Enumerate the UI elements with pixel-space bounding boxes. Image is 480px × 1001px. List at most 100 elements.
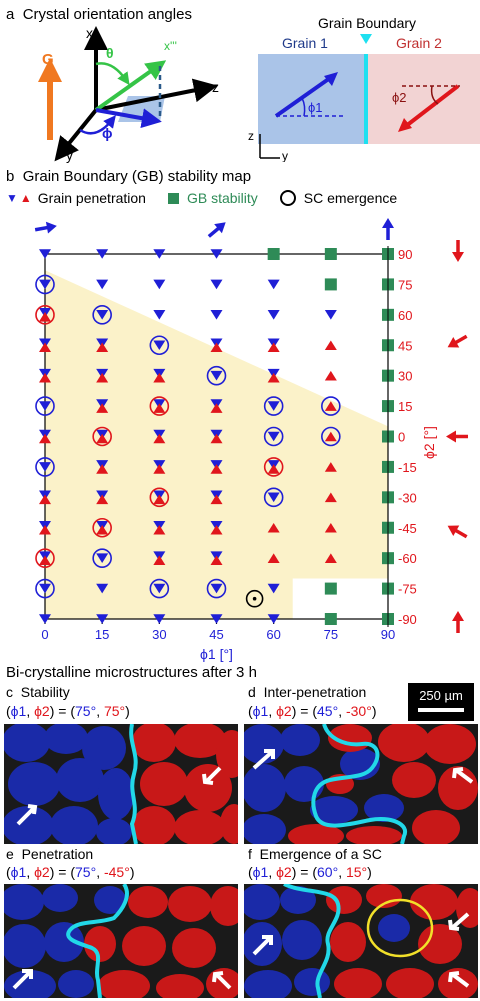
y-tick-label: 90 <box>398 247 412 262</box>
comma: , <box>26 703 35 719</box>
blue-ring <box>35 396 55 416</box>
x-tick-label: 0 <box>41 627 48 642</box>
grain-red-cells <box>288 724 478 844</box>
phi2: ϕ2 <box>34 703 50 719</box>
red-ring <box>263 457 284 477</box>
z-axis-line <box>95 78 218 112</box>
x-axis-label: x <box>86 25 93 41</box>
comma: , <box>26 864 35 880</box>
micrograph-e <box>4 884 238 998</box>
blue-triangle-marker <box>39 462 51 472</box>
red-triangle-marker <box>210 403 223 413</box>
blue-triangle-marker <box>267 583 280 594</box>
grain2-label: Grain 2 <box>396 35 442 51</box>
y-axis-line <box>54 108 98 162</box>
boundary-trace <box>311 724 408 844</box>
grain-blue-cells <box>244 884 410 998</box>
legend-blue-triangle: ▼ <box>6 191 18 205</box>
x-tick-label: 60 <box>266 627 280 642</box>
red-triangle-marker <box>153 403 166 413</box>
orientation-arrow-m90 <box>452 611 464 633</box>
sc-highlight-circle <box>366 898 434 958</box>
red-triangle-marker <box>267 464 280 474</box>
panel-c-letter: c <box>6 684 13 700</box>
red-triangle-marker <box>39 494 51 505</box>
blue-ring <box>263 396 284 416</box>
blue-triangle-marker <box>267 279 280 290</box>
panel-e-letter: e <box>6 846 14 862</box>
blue-triangle-marker <box>96 310 109 320</box>
legend-sc: SC emergence <box>303 190 398 206</box>
panel-a-title: Crystal orientation angles <box>22 6 192 23</box>
red-triangle-marker <box>210 555 223 565</box>
gb-stability-marker <box>324 582 337 595</box>
grain2-vector-head <box>398 118 412 132</box>
red-triangle-marker <box>96 494 109 505</box>
phi1: ϕ1 <box>10 864 27 880</box>
orientation-diagram: G x z y x''' θ ϕ <box>38 25 219 163</box>
y-tick-label: 45 <box>398 338 412 353</box>
blue-ring <box>206 365 227 386</box>
blue-triangle-marker <box>153 340 166 351</box>
blue-triangle-marker <box>39 279 51 290</box>
arrow-right <box>448 912 470 931</box>
legend-sc-circle <box>279 190 296 206</box>
gb-stability-marker <box>324 278 337 291</box>
gravity-label: G <box>42 51 54 68</box>
arrow-right <box>212 971 232 990</box>
red-ring <box>35 305 55 325</box>
gb-pointer <box>360 34 372 44</box>
comma: , <box>96 703 104 719</box>
orientation-arrow-90 <box>382 218 394 240</box>
boundary-trace <box>129 724 138 844</box>
legend-green-square <box>167 192 179 204</box>
micrograph-f <box>244 884 478 998</box>
y-axis-label: y <box>66 147 73 163</box>
red-triangle-marker <box>96 464 109 474</box>
panel-f-title: f Emergence of a SC <box>248 846 382 862</box>
stability-map: 0 15 30 45 60 75 90 90 75 60 45 30 15 0 -15 -30 -45 -60 -7… <box>34 218 468 662</box>
red-triangle-marker <box>96 403 109 413</box>
red-triangle-marker <box>153 433 166 444</box>
blue-triangle-marker <box>39 401 51 411</box>
phi2: ϕ2 <box>276 703 292 719</box>
orientation-arrow-45 <box>207 222 226 238</box>
blue-triangle-marker <box>153 279 166 290</box>
red-triangle-marker <box>324 340 337 351</box>
panel-e-angles: (ϕ1, ϕ2) = (75°, -45°) <box>6 864 134 880</box>
y-tick-label: -90 <box>398 612 417 627</box>
red-triangle-marker <box>324 431 337 442</box>
boundary-trace <box>66 884 129 998</box>
comma: , <box>268 703 277 719</box>
red-triangle-marker <box>96 433 109 444</box>
phi2: ϕ2 <box>34 864 50 880</box>
arrow-left <box>12 969 33 990</box>
blue-ring <box>263 487 284 508</box>
red-triangle-marker <box>96 372 109 383</box>
blue-triangle-marker <box>39 614 51 624</box>
red-triangle-marker <box>153 372 166 383</box>
phi-label: ϕ <box>102 125 113 141</box>
red-triangle-marker <box>324 553 337 563</box>
blue-triangle-marker <box>153 614 166 624</box>
arrow-left <box>252 935 273 956</box>
blue-ring <box>35 457 55 477</box>
phi1-label: ϕ1 <box>308 100 323 115</box>
red-ring <box>92 517 112 538</box>
y-tick-label: 30 <box>398 369 412 384</box>
xppp-label: x''' <box>164 39 177 53</box>
blue-ring <box>35 274 55 295</box>
blue-triangle-marker <box>267 492 280 503</box>
equals: ) = ( <box>291 703 318 719</box>
grain1-vector <box>274 76 332 118</box>
red-triangle-marker <box>324 522 337 533</box>
grain-red-cells <box>326 884 478 998</box>
scalebar-label: 250 µm <box>419 688 463 703</box>
blue-ring <box>149 578 170 599</box>
scalebar: 250 µm <box>408 683 474 721</box>
panel-c-title: c Stability <box>6 684 70 700</box>
value2: 75° <box>103 703 126 719</box>
red-ring <box>35 548 55 568</box>
paren: ) <box>371 703 377 719</box>
orientation-arrow-0 <box>446 430 468 443</box>
